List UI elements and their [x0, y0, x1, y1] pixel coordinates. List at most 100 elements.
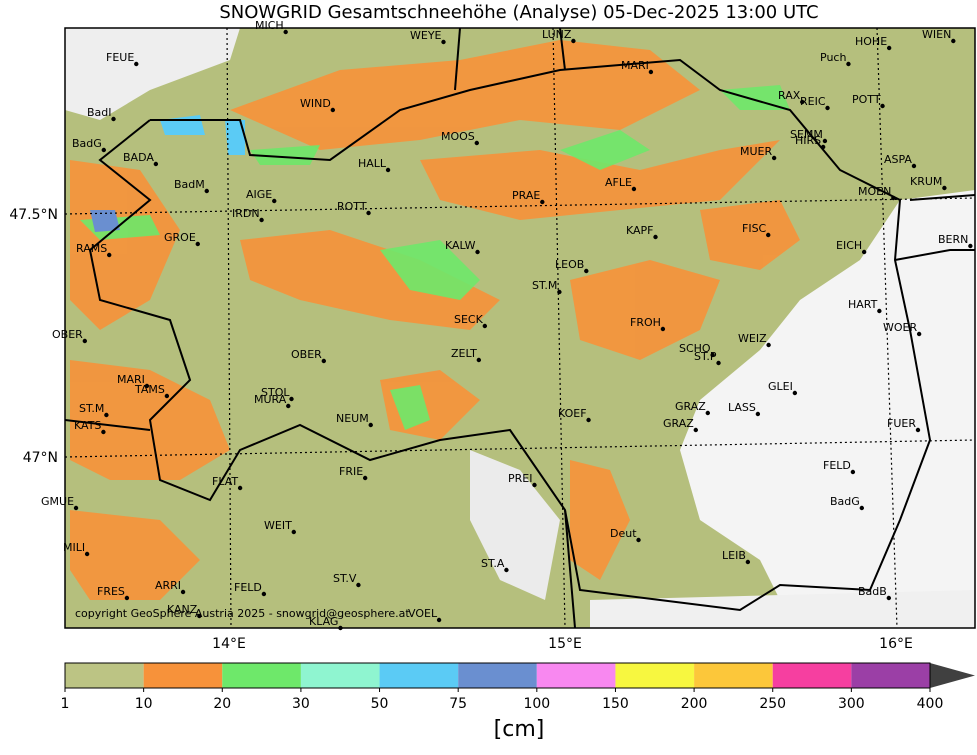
- station-label: BADA: [123, 151, 154, 164]
- station-label: ST.M: [532, 279, 557, 292]
- station-label: WOER: [883, 321, 917, 334]
- station-label: GRAZ: [675, 400, 706, 413]
- station-dot: [107, 252, 112, 258]
- station-label: LUNZ: [542, 28, 572, 41]
- station-dot: [820, 144, 826, 150]
- station-dot: [636, 537, 641, 543]
- colorbar-segment: [694, 663, 773, 688]
- station-dot: [766, 342, 771, 348]
- station-dot: [283, 29, 288, 35]
- colorbar-label: 1: [61, 696, 70, 712]
- station-label: SEMM: [790, 128, 823, 141]
- station-dot: [441, 39, 446, 45]
- colorbar-unit: [cm]: [494, 717, 545, 742]
- station-label: LEIB: [722, 549, 746, 562]
- colorbar-segment: [458, 663, 537, 688]
- station-label: KATS: [74, 419, 101, 432]
- station-dot: [73, 505, 79, 511]
- station-dot: [475, 249, 480, 255]
- colorbar-label: 20: [213, 696, 231, 712]
- station-label: FISC: [742, 222, 767, 235]
- lon-label: 14°E: [212, 636, 246, 652]
- station-label: KALW: [445, 239, 476, 252]
- station-dot: [880, 103, 885, 109]
- station-label: FRES: [97, 585, 125, 598]
- station-label: LEOB: [555, 258, 584, 271]
- colorbar-segment: [143, 663, 223, 688]
- station-dot: [755, 411, 761, 417]
- station-dot: [289, 396, 294, 402]
- station-label: FELD: [234, 581, 262, 594]
- station-dot: [124, 595, 130, 601]
- station-dot: [792, 390, 798, 396]
- station-label: REIC: [800, 95, 826, 108]
- station-label: OBER: [52, 328, 83, 341]
- station-dot: [330, 107, 336, 113]
- station-label: SECK: [454, 313, 484, 326]
- colorbar-segment: [65, 663, 144, 688]
- station-dot: [195, 241, 200, 247]
- station-dot: [153, 161, 159, 167]
- station-label: SCHO: [679, 342, 711, 355]
- station-dot: [180, 589, 186, 595]
- colorbar-label: 400: [917, 696, 944, 712]
- station-label: MURA: [254, 393, 287, 406]
- station-dot: [951, 38, 956, 44]
- lat-label: 47.5°N: [9, 207, 58, 223]
- station-dot: [366, 210, 371, 216]
- station-dot: [261, 591, 267, 597]
- lon-label: 15°E: [548, 636, 582, 652]
- station-label: EICH: [836, 239, 862, 252]
- station-dot: [850, 469, 856, 475]
- station-dot: [877, 308, 882, 314]
- station-label: KAPF: [626, 224, 654, 237]
- station-dot: [915, 427, 921, 433]
- station-dot: [111, 116, 116, 122]
- colorbar-label: 150: [602, 696, 629, 712]
- colorbar-segment: [615, 663, 695, 688]
- station-label: MOEN: [858, 185, 891, 198]
- station-label: RAX: [778, 89, 801, 102]
- station-dot: [886, 45, 892, 51]
- station-dot: [204, 188, 209, 194]
- station-label: FUER: [887, 417, 916, 430]
- station-dot: [800, 99, 805, 105]
- station-dot: [237, 485, 243, 491]
- colorbar-label: 50: [371, 696, 389, 712]
- colorbar-label: 30: [292, 696, 310, 712]
- station-dot: [82, 338, 88, 344]
- station-dot: [291, 529, 296, 535]
- station-label: WEYE: [410, 29, 442, 42]
- station-label: PREI: [508, 472, 532, 485]
- station-dot: [859, 505, 864, 511]
- station-dot: [716, 360, 721, 366]
- station-dot: [825, 105, 830, 111]
- station-dot: [891, 195, 896, 201]
- station-dot: [104, 412, 109, 418]
- station-label: FROH: [630, 316, 661, 329]
- station-label: FELD: [823, 459, 851, 472]
- colorbar-segment: [300, 663, 380, 688]
- station-label: TAMS: [134, 383, 165, 396]
- station-label: Deut: [610, 527, 637, 540]
- station-dot: [968, 243, 973, 249]
- station-dot: [385, 167, 391, 173]
- colorbar-segment: [536, 663, 616, 688]
- station-label: BadM: [174, 178, 205, 191]
- station-dot: [321, 358, 327, 364]
- station-label: RAMS: [76, 242, 107, 255]
- station-label: HART: [848, 298, 878, 311]
- station-label: MUER: [740, 145, 772, 158]
- station-label: AFLE: [605, 176, 632, 189]
- station-dot: [886, 595, 892, 601]
- station-dot: [144, 383, 150, 389]
- station-dot: [557, 289, 562, 295]
- station-label: ST.P: [694, 350, 717, 363]
- station-dot: [822, 138, 828, 144]
- map-frame: [64, 27, 976, 629]
- station-label: FEUE: [106, 51, 134, 64]
- station-label: BadG: [72, 137, 102, 150]
- station-label: FLAT: [212, 475, 238, 488]
